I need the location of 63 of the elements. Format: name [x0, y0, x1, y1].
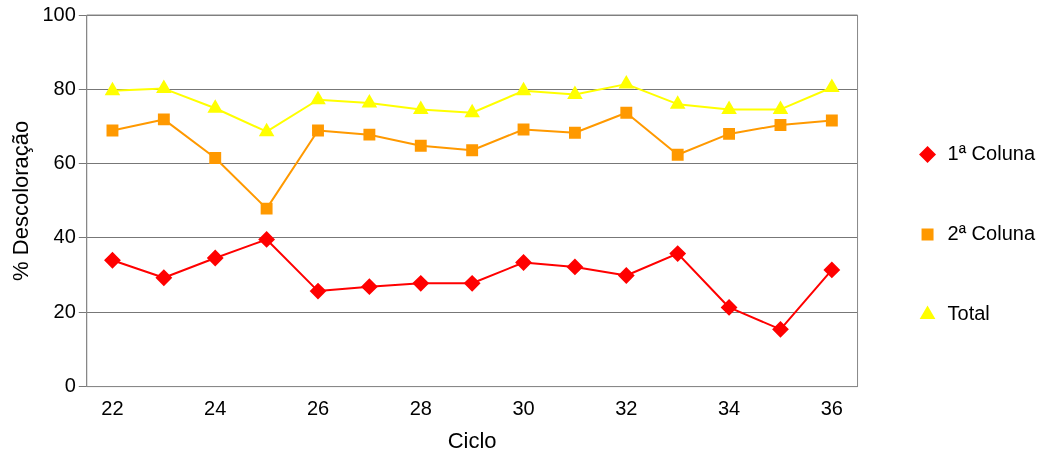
point	[208, 100, 223, 113]
y-tick-label: 20	[53, 299, 76, 322]
point	[259, 123, 274, 137]
point	[209, 152, 222, 165]
point	[363, 128, 376, 141]
point	[567, 86, 582, 100]
point	[618, 267, 635, 284]
x-tick-label: 32	[615, 397, 638, 420]
point	[207, 250, 224, 267]
point	[670, 96, 685, 109]
point	[258, 231, 275, 248]
point	[412, 275, 429, 292]
point	[620, 106, 633, 119]
x-axis-title: Ciclo	[447, 427, 497, 453]
point	[772, 321, 789, 338]
point	[723, 127, 736, 140]
point	[722, 101, 737, 114]
y-tick-label: 40	[53, 225, 76, 248]
point	[774, 119, 787, 131]
x-tick-label: 36	[820, 397, 843, 420]
point	[823, 261, 840, 278]
point	[260, 202, 273, 215]
point	[106, 124, 119, 137]
y-axis-title: % Descoloração	[8, 120, 34, 281]
x-tick-label: 28	[409, 397, 432, 420]
x-tick-label: 24	[204, 397, 227, 420]
legend-label: 1ª Coluna	[947, 142, 1036, 165]
point	[156, 80, 171, 94]
point	[361, 278, 378, 295]
point	[362, 95, 377, 108]
point	[464, 275, 481, 292]
x-tick-label: 22	[101, 397, 124, 420]
point	[773, 101, 788, 114]
point	[157, 113, 170, 126]
point	[310, 283, 326, 300]
x-tick-label: 26	[306, 397, 330, 420]
point	[104, 252, 121, 269]
point	[566, 258, 583, 275]
y-tick-label: 80	[53, 76, 76, 99]
point	[824, 79, 839, 92]
point	[105, 82, 120, 96]
point	[414, 139, 427, 152]
point	[721, 299, 738, 316]
point	[155, 269, 172, 286]
point	[825, 114, 838, 127]
legend-label: Total	[947, 302, 990, 325]
point	[413, 101, 428, 114]
point	[515, 254, 532, 271]
y-tick-label: 60	[53, 151, 76, 174]
point	[466, 144, 479, 157]
y-tick-label: 0	[64, 374, 76, 397]
x-tick-label: 30	[512, 397, 535, 420]
point	[465, 104, 480, 118]
point	[619, 76, 634, 89]
legend-label: 2ª Coluna	[947, 222, 1036, 245]
x-tick-label: 34	[717, 397, 741, 420]
y-tick-label: 100	[42, 2, 76, 25]
point	[568, 126, 581, 139]
point	[310, 91, 326, 105]
point	[671, 148, 684, 161]
point	[516, 82, 531, 96]
point	[669, 245, 686, 262]
point	[312, 124, 324, 137]
